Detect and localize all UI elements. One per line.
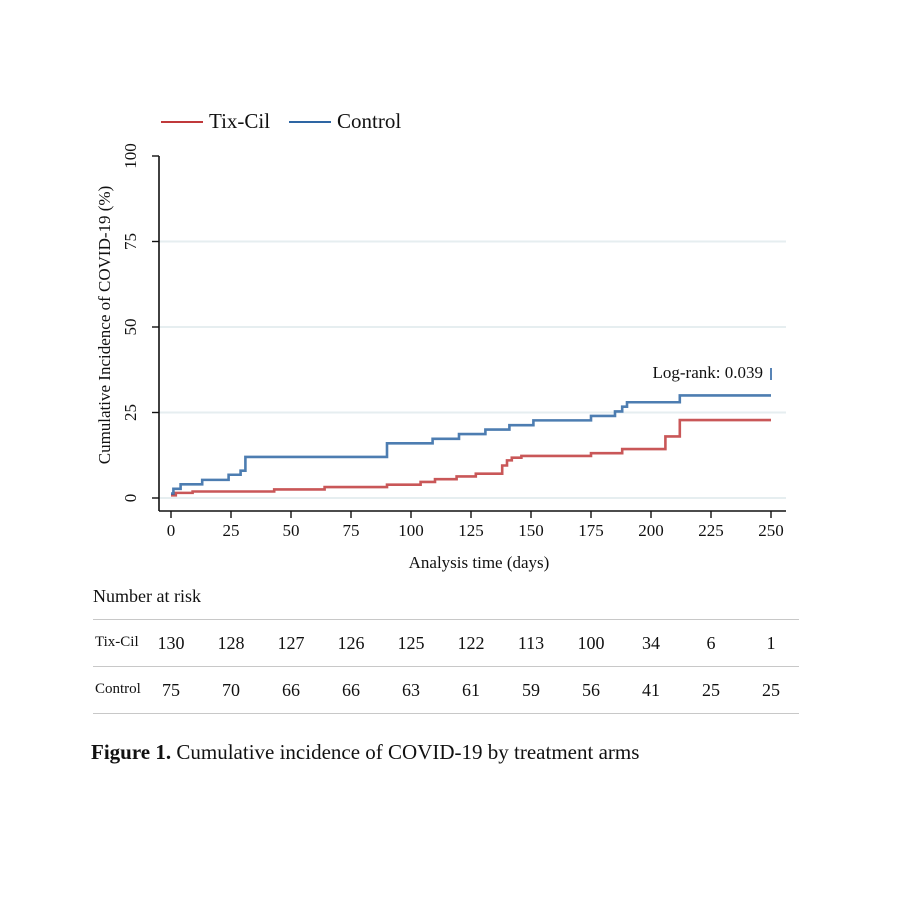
figure-caption-label: Figure 1. [91,740,172,764]
y-tick-label: 50 [121,319,140,336]
risk-row-tix-cil: Tix-Cil 130 128 127 126 125 122 113 100 34 6 1 [93,619,799,666]
risk-row-label: Control [95,681,141,697]
y-tick-label: 75 [121,233,140,250]
x-tick-label: 250 [758,521,784,540]
risk-value: 122 [457,633,485,653]
risk-value: 128 [217,633,245,653]
x-tick-label: 150 [518,521,544,540]
risk-value: 56 [582,680,600,700]
x-tick-label: 0 [167,521,176,540]
x-tick-label: 125 [458,521,484,540]
risk-value: 66 [342,680,360,700]
risk-row-label: Tix-Cil [95,634,139,650]
risk-value: 75 [162,680,180,700]
incidence-chart: 0 25 50 75 100 0 25 50 75 100 125 150 175 200 225 250 T… [95,109,786,572]
x-tick-label: 100 [398,521,424,540]
x-tick-label: 75 [343,521,360,540]
risk-value: 61 [462,680,480,700]
y-axis-label: Cumulative Incidence of COVID-19 (%) [95,186,114,465]
risk-value: 34 [642,633,660,653]
risk-value: 59 [522,680,540,700]
y-tick-label: 25 [121,404,140,421]
x-tick-label: 25 [223,521,240,540]
x-axis-label: Analysis time (days) [409,553,550,572]
risk-value: 113 [517,633,545,653]
legend-label-control: Control [337,109,401,133]
risk-table: Tix-Cil 130 128 127 126 125 122 113 100 34 6 1 Con… [93,619,799,714]
y-tick-label: 100 [121,143,140,169]
risk-value: 6 [706,633,716,653]
risk-value: 130 [157,633,185,653]
y-tick-label: 0 [121,494,140,503]
risk-row-control: Control 75 70 66 66 63 61 59 56 41 25 25 [93,666,799,714]
risk-value: 100 [577,633,605,653]
x-tick-label: 175 [578,521,604,540]
risk-value: 70 [222,680,240,700]
risk-value: 25 [762,680,780,700]
log-rank-annotation: Log-rank: 0.039 [653,363,763,382]
series-line-control [171,394,771,495]
risk-table-title: Number at risk [93,586,201,606]
risk-value: 127 [277,633,305,653]
risk-value: 41 [642,680,660,700]
figure-caption-text: Cumulative incidence of COVID-19 by trea… [171,740,640,764]
risk-value: 1 [766,633,776,653]
x-tick-label: 200 [638,521,664,540]
risk-value: 66 [282,680,300,700]
legend-label-tix-cil: Tix-Cil [209,109,270,133]
series-line-tix-cil [171,418,771,497]
risk-value: 25 [702,680,720,700]
figure-caption: Figure 1. Cumulative incidence of COVID-… [91,740,639,765]
risk-value: 125 [397,633,425,653]
risk-value: 63 [402,680,420,700]
x-tick-label: 50 [283,521,300,540]
x-tick-label: 225 [698,521,724,540]
risk-value: 126 [337,633,365,653]
